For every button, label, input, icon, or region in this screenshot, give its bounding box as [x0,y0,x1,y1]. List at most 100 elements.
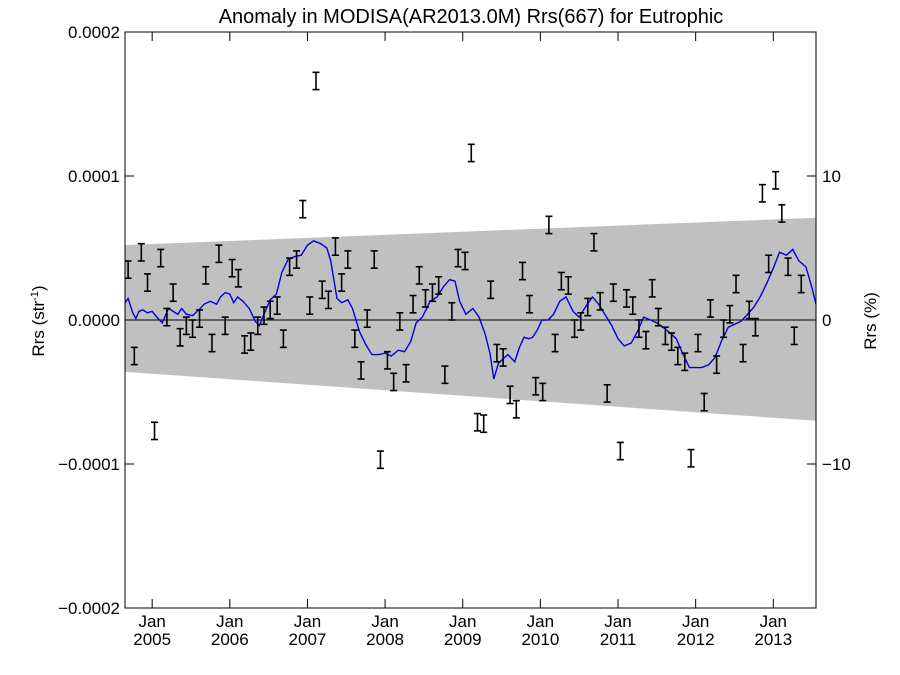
data-point [512,399,520,419]
y2-tick-label: 10 [822,167,841,186]
data-point [376,450,384,470]
data-point [700,392,708,412]
x-tick-year-label: 2008 [366,630,404,649]
data-point [758,183,766,203]
data-point [234,268,242,288]
uncertainty-band-layer [125,217,816,421]
data-point [473,412,481,432]
data-point [176,327,184,347]
data-point [629,296,637,316]
data-point [661,326,669,346]
data-point [163,307,171,327]
data-point [196,309,204,329]
y-tick-label: 0.0001 [68,167,120,186]
uncertainty-band [125,217,816,421]
data-point [584,297,592,317]
data-point [797,274,805,294]
data-point [383,350,391,370]
data-point [526,294,534,314]
data-point [635,319,643,339]
y2-tick-label: 0 [822,311,831,330]
y-tick-label: 0.0000 [68,311,120,330]
data-point [279,329,287,349]
data-point [674,346,682,366]
data-point [241,335,249,354]
x-tick-year-label: 2012 [677,630,715,649]
x-tick-month-label: Jan [216,612,243,631]
left-y-axis-title: Rrs (str-1) [29,285,48,356]
data-point [331,237,339,256]
data-point [312,71,320,91]
data-point [409,294,417,314]
left-y-axis: 0.0002 0.0001 0.0000 −0.0001 −0.0002 [58,23,134,618]
data-point [402,363,410,383]
data-point [668,332,676,352]
data-point [765,254,773,274]
data-point [519,261,527,281]
smoothed-line-layer [124,240,817,380]
data-point [623,288,631,308]
y2-tick-label: −10 [822,455,851,474]
data-point [448,301,456,321]
x-axis: Jan2005Jan2006Jan2007Jan2008Jan2009Jan20… [133,32,792,649]
right-y-axis-title: Rrs (%) [861,292,880,350]
x-tick-year-label: 2011 [600,630,637,649]
data-point [545,215,553,235]
data-point [590,232,598,252]
data-point [428,283,436,303]
data-point [706,299,714,318]
data-point [351,329,359,349]
data-point [144,273,152,293]
data-point [654,307,662,327]
data-point [499,347,507,367]
x-tick-month-label: Jan [527,612,554,631]
data-point [396,311,404,331]
data-point [648,278,656,298]
data-point [370,250,378,269]
x-tick-month-label: Jan [760,612,787,631]
data-points-layer [124,71,805,470]
data-point [609,283,617,303]
data-point [694,333,702,353]
data-point [720,319,728,339]
data-point [189,319,197,339]
data-point [790,326,798,346]
data-point [616,441,624,461]
data-point [506,385,514,405]
data-point [421,288,429,308]
data-point [318,280,326,300]
data-point [532,376,540,396]
left-y-axis-title-superscript: -1 [29,291,41,301]
data-point [137,242,145,262]
data-point [260,306,268,326]
x-tick-month-label: Jan [604,612,631,631]
data-point [577,311,585,331]
data-point [564,275,572,295]
right-y-axis: 10 0 −10 [807,167,851,474]
data-point [363,309,371,329]
data-point [306,296,314,316]
data-point [557,271,565,291]
data-point [208,333,216,353]
data-point [435,275,443,295]
data-point [293,250,301,269]
x-tick-year-label: 2005 [133,630,171,649]
data-point [130,346,138,366]
data-point [732,274,740,294]
left-y-axis-title-close: ) [29,285,48,291]
data-point [739,343,747,363]
data-point [441,365,449,385]
data-point [751,317,759,337]
data-point [169,283,177,303]
data-point [642,330,650,350]
x-tick-month-label: Jan [294,612,321,631]
x-tick-month-label: Jan [449,612,476,631]
data-point [687,448,695,468]
data-point [467,143,475,163]
left-y-axis-title-main: Rrs (str [29,301,48,357]
data-point [681,352,689,372]
data-point [182,316,190,336]
y-tick-label: −0.0001 [58,455,120,474]
x-tick-year-label: 2010 [521,630,559,649]
data-point [596,291,604,311]
